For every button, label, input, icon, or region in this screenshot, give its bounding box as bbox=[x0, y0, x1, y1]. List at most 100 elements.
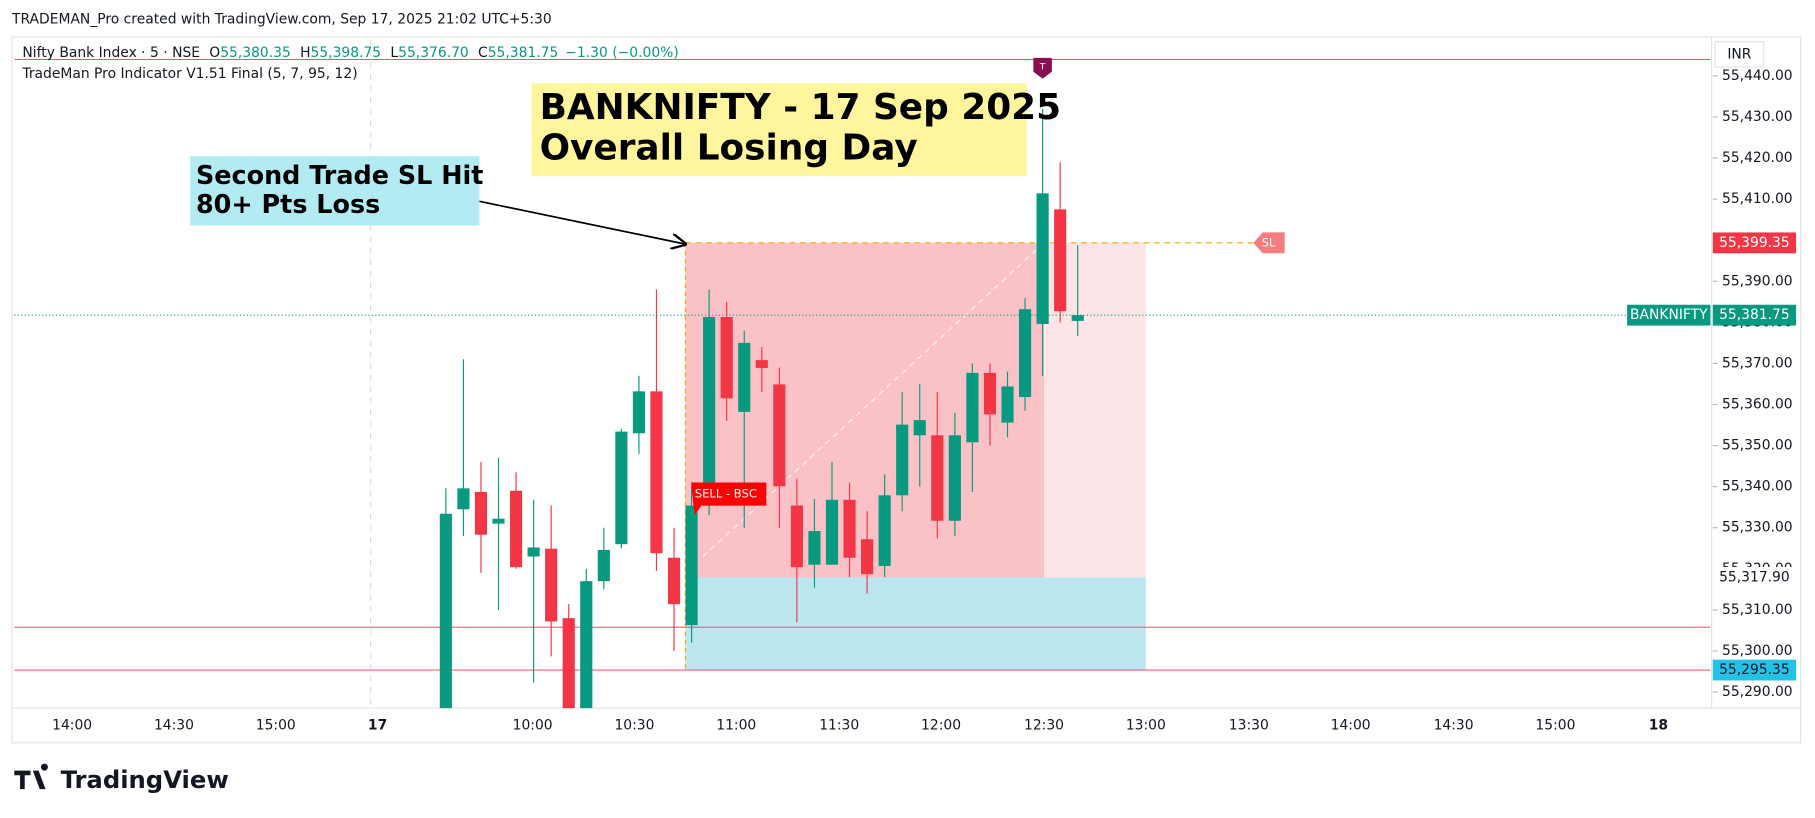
currency-box[interactable] bbox=[1714, 41, 1765, 68]
y-tick-label: 55,350.00 bbox=[1722, 438, 1793, 454]
price-tag bbox=[1712, 304, 1797, 326]
candle-body bbox=[667, 557, 681, 605]
candle-body bbox=[562, 618, 575, 709]
candle-body bbox=[580, 581, 593, 709]
legend-value: 55,398.75 bbox=[311, 45, 382, 61]
legend-key: H bbox=[300, 45, 310, 61]
indicator-name: TradeMan Pro Indicator V1.51 Final (5, 7… bbox=[21, 66, 357, 82]
legend-value: 55,376.70 bbox=[398, 45, 469, 61]
y-tick-label: 55,440.00 bbox=[1722, 68, 1793, 84]
candle-body bbox=[913, 420, 926, 436]
price-tag-label: 55,317.90 bbox=[1719, 569, 1790, 585]
y-tick-label: 55,310.00 bbox=[1722, 602, 1793, 618]
x-tick-label: 14:30 bbox=[154, 717, 194, 733]
price-tag-label: 55,381.75 bbox=[1719, 307, 1790, 323]
candle-body bbox=[843, 499, 856, 558]
y-tick-label: 55,370.00 bbox=[1722, 355, 1793, 371]
x-tick-label: 15:00 bbox=[256, 717, 296, 733]
candle-body bbox=[632, 391, 645, 434]
x-tick-label: 17 bbox=[368, 717, 387, 733]
note-box bbox=[190, 156, 480, 226]
header: TRADEMAN_Pro created with TradingView.co… bbox=[11, 12, 552, 28]
candle-body bbox=[492, 518, 505, 524]
x-tick-label: 14:00 bbox=[52, 717, 92, 733]
symbol-tag-label: BANKNIFTY bbox=[1630, 307, 1708, 323]
x-tick-label: 12:00 bbox=[921, 717, 961, 733]
candle-body bbox=[509, 490, 523, 568]
brand: TradingView bbox=[61, 765, 229, 794]
candle-body bbox=[650, 391, 663, 554]
symbol-tag bbox=[1627, 304, 1711, 326]
candle-body bbox=[1054, 209, 1067, 312]
candle-body bbox=[457, 488, 470, 510]
x-tick-label: 14:00 bbox=[1331, 717, 1371, 733]
symbol: Nifty Bank Index · 5 · NSE bbox=[22, 45, 200, 61]
price-tag-label: 55,399.35 bbox=[1719, 235, 1790, 251]
candle-body bbox=[948, 435, 961, 521]
candle-body bbox=[896, 424, 909, 496]
brand-logo bbox=[14, 763, 48, 790]
price-tag bbox=[1712, 232, 1797, 254]
y-tick-label: 55,300.00 bbox=[1722, 643, 1793, 659]
x-tick-label: 15:00 bbox=[1535, 717, 1575, 733]
y-tick-label: 55,410.00 bbox=[1722, 191, 1793, 207]
candle-body bbox=[1071, 315, 1084, 321]
y-tick-label: 55,430.00 bbox=[1722, 109, 1793, 125]
x-tick-label: 10:30 bbox=[614, 717, 654, 733]
candle-body bbox=[527, 547, 540, 557]
candle-body bbox=[615, 431, 628, 545]
reward-zone bbox=[685, 577, 1146, 671]
legend-value: 55,380.35 bbox=[220, 45, 291, 61]
note-arrow bbox=[479, 200, 685, 244]
candle-body bbox=[790, 505, 803, 568]
x-tick-label: 14:30 bbox=[1434, 717, 1474, 733]
y-tick-label: 55,290.00 bbox=[1722, 684, 1793, 700]
stop-tag: SL bbox=[1262, 235, 1276, 249]
y-tick-label: 55,360.00 bbox=[1722, 397, 1793, 413]
y-tick-label: 55,330.00 bbox=[1722, 520, 1793, 536]
candle-body bbox=[983, 372, 997, 415]
stop-tag-shape bbox=[1253, 232, 1285, 254]
x-tick-label: 11:00 bbox=[716, 717, 756, 733]
legend-change: −1.30 (−0.00%) bbox=[565, 45, 678, 61]
candle-body bbox=[773, 384, 786, 487]
top-marker: T bbox=[1039, 62, 1046, 73]
candle-body bbox=[685, 505, 698, 626]
title-line: Overall Losing Day bbox=[540, 127, 918, 168]
y-tick-label: 55,420.00 bbox=[1722, 150, 1793, 166]
candle-body bbox=[439, 513, 452, 709]
candle-body bbox=[966, 372, 979, 443]
plot-area bbox=[14, 58, 1711, 709]
y-tick-label: 55,340.00 bbox=[1722, 479, 1793, 495]
x-tick-label: 12:30 bbox=[1024, 717, 1064, 733]
candle-body bbox=[861, 539, 874, 575]
price-tag bbox=[1712, 567, 1797, 588]
candle-body bbox=[703, 316, 716, 506]
legend: Nifty Bank Index · 5 · NSE O55,380.35 H55,… bbox=[22, 45, 678, 61]
price-tag bbox=[1712, 659, 1797, 681]
currency: INR bbox=[1727, 46, 1751, 62]
candle-body bbox=[878, 495, 891, 566]
x-tick-label: 11:30 bbox=[819, 717, 859, 733]
x-tick-label: 10:00 bbox=[513, 717, 553, 733]
legend-value: 55,381.75 bbox=[488, 45, 559, 61]
candle-body bbox=[808, 531, 821, 565]
candle-body bbox=[825, 499, 839, 565]
price-tag-label: 55,295.35 bbox=[1719, 662, 1790, 678]
top-marker-shape bbox=[1033, 57, 1052, 79]
x-tick-label: 18 bbox=[1649, 717, 1668, 733]
candle-body bbox=[1036, 193, 1049, 324]
signal-label: SELL - BSC bbox=[695, 487, 757, 501]
candle-body bbox=[597, 549, 610, 582]
candle-body bbox=[1001, 386, 1014, 423]
candle-body bbox=[755, 360, 768, 368]
legend-key: L bbox=[390, 45, 398, 61]
y-tick-label: 55,390.00 bbox=[1722, 273, 1793, 289]
candle-body bbox=[931, 435, 944, 521]
note-line: 80+ Pts Loss bbox=[196, 190, 380, 220]
candle-body bbox=[474, 492, 488, 535]
title-line: BANKNIFTY - 17 Sep 2025 bbox=[540, 87, 1062, 128]
x-tick-label: 13:00 bbox=[1126, 717, 1166, 733]
